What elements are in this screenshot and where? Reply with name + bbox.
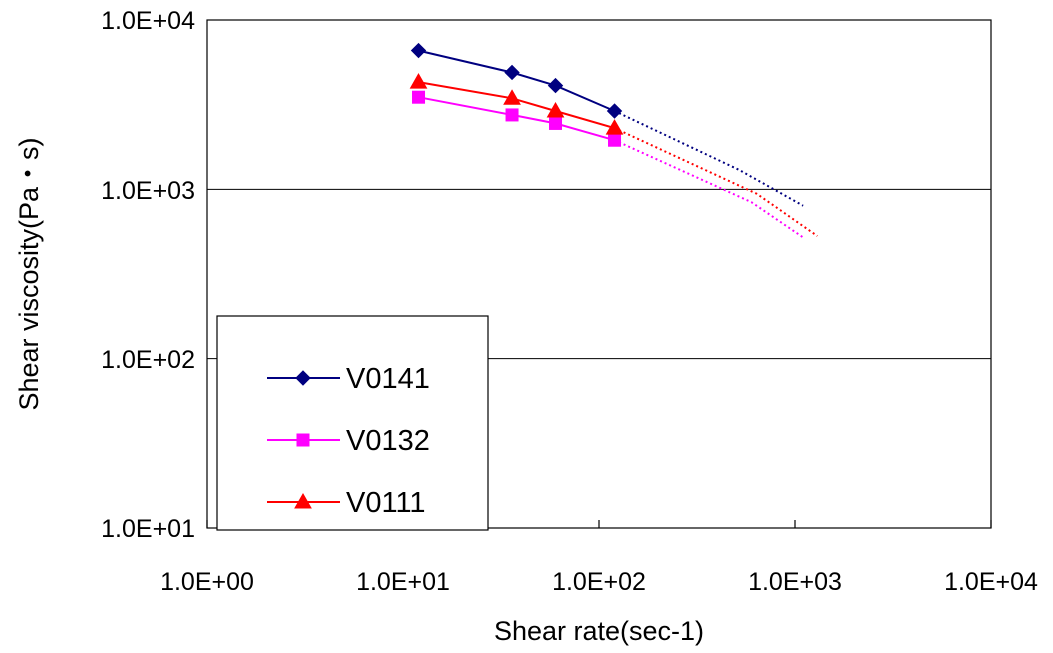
series-layer <box>409 42 818 239</box>
series-v0111-line <box>418 81 615 130</box>
x-tick-label-1: 1.0E+00 <box>160 568 254 596</box>
y-tick-label-1000: 1.0E+03 <box>101 177 195 205</box>
series-v0111-extrapolation <box>614 127 818 237</box>
series-v0141-point-0 <box>410 42 427 59</box>
series-v0111-point-2 <box>546 102 565 118</box>
legend-marker-v0141 <box>295 370 311 386</box>
series-v0141-point-2 <box>547 77 564 94</box>
series-v0141-extrapolation <box>614 110 804 207</box>
y-tick-label-100: 1.0E+02 <box>101 346 195 374</box>
series-v0141-point-3 <box>606 103 623 119</box>
series-v0141-point-1 <box>504 64 520 81</box>
series-v0132-line <box>418 96 615 142</box>
legend-marker-v0132 <box>296 433 310 447</box>
series-v0132 <box>412 90 804 239</box>
series-v0141-line <box>418 49 615 112</box>
legend-box <box>216 315 489 531</box>
legend-markers <box>267 370 340 509</box>
series-v0111-point-1 <box>503 89 521 105</box>
y-tick-label-10000: 1.0E+04 <box>101 7 195 35</box>
series-v0132-point-3 <box>608 133 622 147</box>
series-v0132-point-2 <box>549 116 563 130</box>
series-v0111 <box>409 73 818 237</box>
series-v0132-point-0 <box>412 90 426 104</box>
x-tick-label-100: 1.0E+02 <box>552 568 646 596</box>
x-tick-label-10000: 1.0E+04 <box>944 568 1038 596</box>
legend-marker-v0111 <box>294 492 312 509</box>
series-v0132-extrapolation <box>614 139 804 239</box>
x-tick-label-1000: 1.0E+03 <box>748 568 842 596</box>
x-axis-title: Shear rate(sec-1) <box>494 616 704 646</box>
series-v0132-point-1 <box>505 108 519 122</box>
series-v0141 <box>410 42 804 207</box>
legend-label-v0111: V0111 <box>346 487 426 519</box>
x-tick-label-10: 1.0E+01 <box>356 568 450 596</box>
series-v0111-point-3 <box>605 119 624 135</box>
legend-label-v0132: V0132 <box>346 425 430 457</box>
y-axis-title: Shear viscosity(Pa・s) <box>14 137 44 410</box>
legend-label-v0141: V0141 <box>346 363 430 395</box>
y-tick-label-10: 1.0E+01 <box>101 515 195 543</box>
legend: V0141 V0132 V0111 <box>216 315 489 531</box>
series-v0111-point-0 <box>409 73 428 89</box>
